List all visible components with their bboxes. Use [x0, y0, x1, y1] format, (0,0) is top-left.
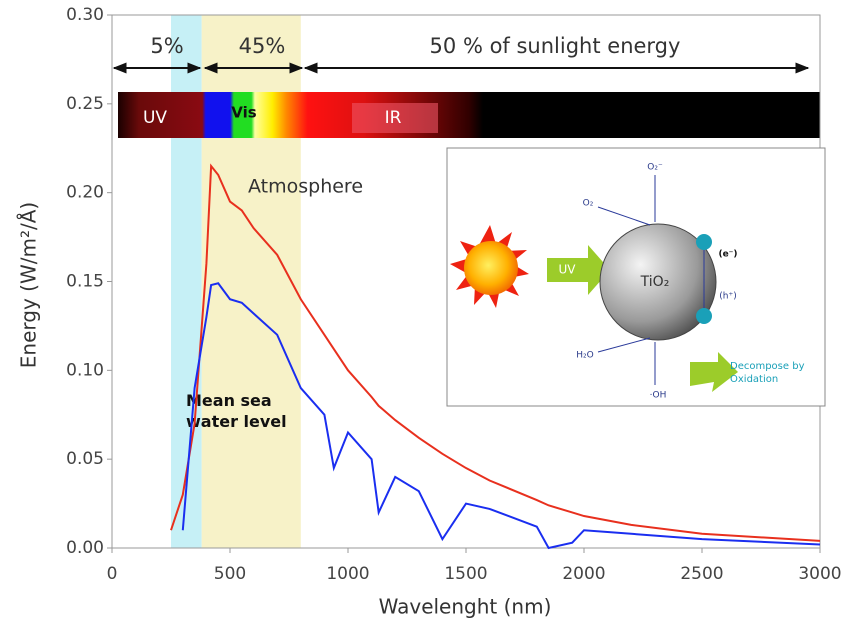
inset-label: TiO₂	[640, 274, 670, 290]
chart: UV Vis IR 5% 45% 50 % of sunlight energy…	[0, 0, 845, 630]
x-tick-label: 2500	[680, 564, 723, 584]
uv-arrow-label: UV	[559, 263, 577, 277]
x-tick-label: 2000	[562, 564, 605, 584]
series-label-box: Mean sea water level	[186, 390, 306, 440]
y-tick-label: 0.20	[66, 183, 104, 203]
electron	[696, 234, 712, 250]
inset-label: H₂O	[576, 351, 593, 361]
uv-label: UV	[143, 108, 167, 128]
x-tick-label: 500	[214, 564, 246, 584]
result-box: Decompose by Oxidation	[730, 360, 824, 400]
inset-label: ·OH	[650, 391, 667, 401]
hole	[696, 308, 712, 324]
x-tick-label: 3000	[798, 564, 841, 584]
x-tick-label: 1000	[326, 564, 369, 584]
y-tick-label: 0.10	[66, 360, 104, 380]
x-tick-label: 0	[107, 564, 118, 584]
spectrum-bar	[118, 92, 820, 138]
inset-label: O₂⁻	[647, 163, 663, 173]
y-tick-label: 0.00	[66, 538, 104, 558]
y-tick-label: 0.05	[66, 449, 104, 469]
ir-share: 50 % of sunlight energy	[430, 34, 681, 58]
inset: UV O₂⁻ O₂ (e⁻) TiO₂ (h⁺) H₂O ·OH Decompo…	[447, 148, 825, 406]
ir-label: IR	[385, 108, 402, 128]
y-tick-label: 0.30	[66, 5, 104, 25]
x-axis-title: Wavelenght (nm)	[379, 595, 552, 619]
uv-share: 5%	[150, 34, 183, 58]
vis-label: Vis	[231, 104, 256, 122]
y-tick-label: 0.15	[66, 272, 104, 292]
x-tick-label: 1500	[444, 564, 487, 584]
series-label: Atmosphere	[248, 176, 363, 198]
inset-label: (e⁻)	[718, 250, 737, 260]
series-label: Mean sea water level	[186, 390, 296, 432]
sun	[464, 241, 518, 295]
y-tick-label: 0.25	[66, 94, 104, 114]
inset-label: Decompose by Oxidation	[730, 360, 824, 386]
inset-label: O₂	[583, 199, 594, 209]
y-axis-title: Energy (W/m²/Å)	[17, 202, 41, 368]
inset-label: (h⁺)	[719, 292, 736, 302]
vis-share: 45%	[239, 34, 286, 58]
